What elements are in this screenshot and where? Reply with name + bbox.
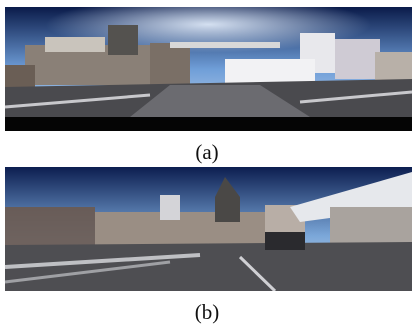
caption: (b)	[0, 300, 414, 325]
figure-page: (a) (b) (() => { const data = JSON.parse…	[0, 0, 414, 327]
caption: (a)	[0, 140, 414, 165]
panorama-b	[0, 167, 414, 291]
panorama-a	[0, 7, 414, 131]
